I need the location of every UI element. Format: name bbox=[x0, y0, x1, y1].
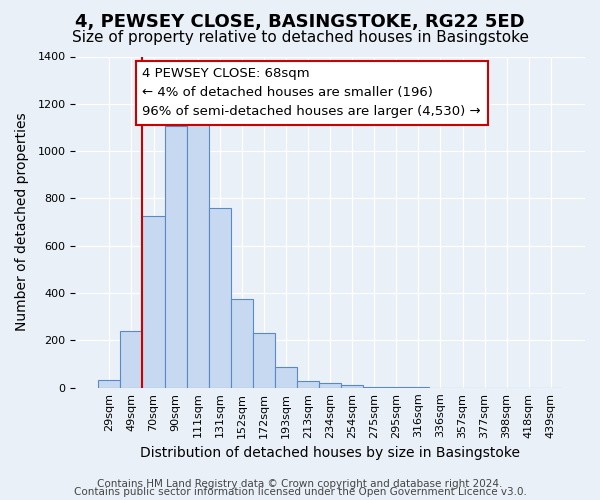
Bar bbox=[121, 331, 142, 388]
Bar bbox=[142, 216, 164, 388]
Text: Contains HM Land Registry data © Crown copyright and database right 2024.: Contains HM Land Registry data © Crown c… bbox=[97, 479, 503, 489]
Bar bbox=[187, 124, 209, 388]
X-axis label: Distribution of detached houses by size in Basingstoke: Distribution of detached houses by size … bbox=[140, 446, 520, 460]
Bar bbox=[231, 299, 253, 388]
Text: Contains public sector information licensed under the Open Government Licence v3: Contains public sector information licen… bbox=[74, 487, 526, 497]
Bar bbox=[209, 208, 231, 388]
Text: 4, PEWSEY CLOSE, BASINGSTOKE, RG22 5ED: 4, PEWSEY CLOSE, BASINGSTOKE, RG22 5ED bbox=[75, 12, 525, 30]
Bar bbox=[98, 380, 121, 388]
Y-axis label: Number of detached properties: Number of detached properties bbox=[15, 113, 29, 332]
Bar bbox=[363, 386, 385, 388]
Bar bbox=[253, 334, 275, 388]
Text: Size of property relative to detached houses in Basingstoke: Size of property relative to detached ho… bbox=[71, 30, 529, 45]
Bar bbox=[297, 380, 319, 388]
Bar bbox=[341, 386, 363, 388]
Bar bbox=[164, 126, 187, 388]
Bar bbox=[385, 387, 407, 388]
Bar bbox=[319, 383, 341, 388]
Bar bbox=[275, 366, 297, 388]
Text: 4 PEWSEY CLOSE: 68sqm
← 4% of detached houses are smaller (196)
96% of semi-deta: 4 PEWSEY CLOSE: 68sqm ← 4% of detached h… bbox=[142, 67, 481, 118]
